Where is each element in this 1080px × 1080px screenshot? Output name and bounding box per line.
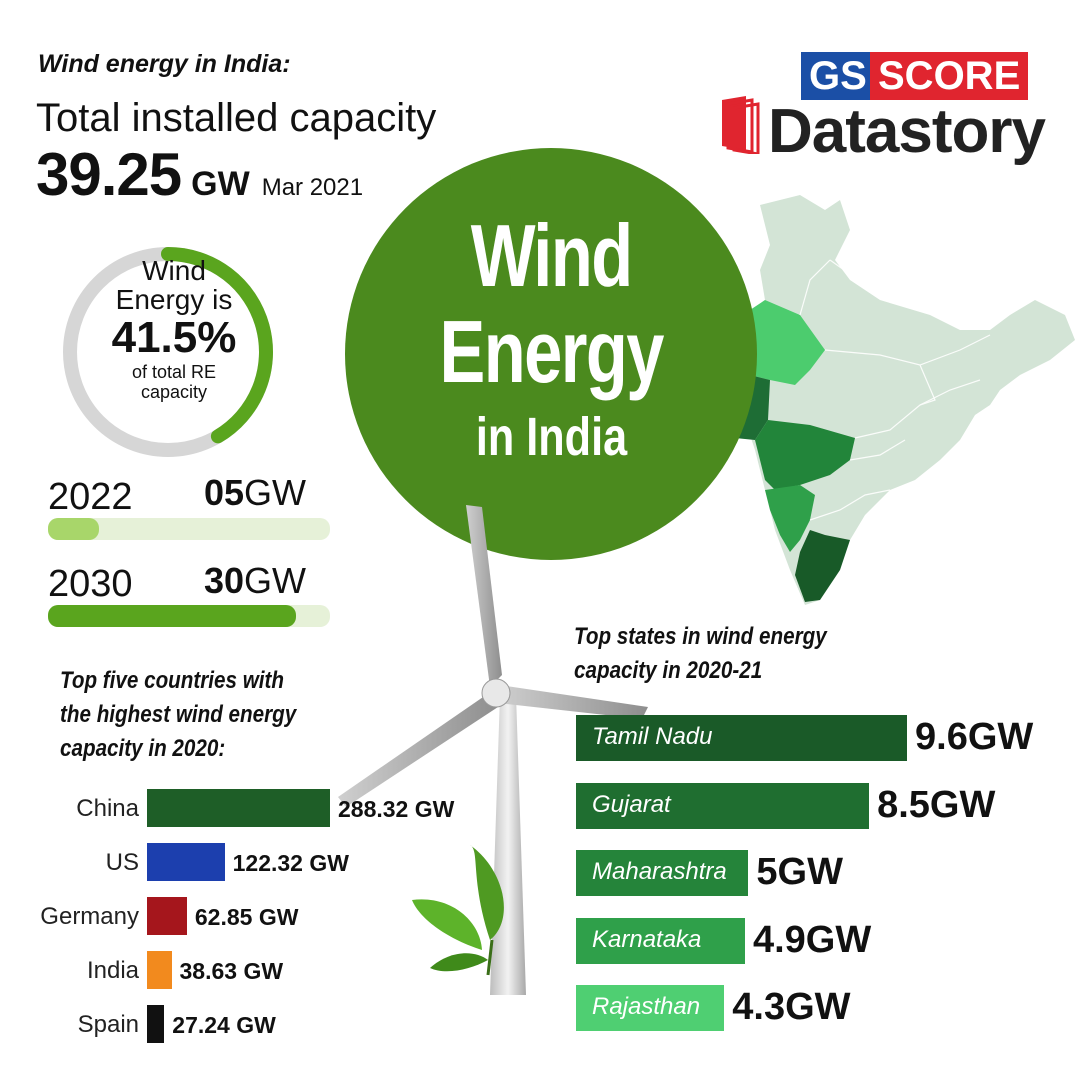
target-value-2030: 30GW — [204, 560, 307, 601]
target-year-2022: 2022 — [48, 476, 133, 518]
country-value-label: 122.32 GW — [232, 850, 349, 876]
target-year-2030: 2030 — [48, 563, 133, 605]
state-value-label: 9.6GW — [915, 716, 1034, 758]
country-label: India — [86, 957, 139, 984]
state-value-label: 5GW — [756, 851, 843, 893]
target-fill-2022 — [48, 518, 99, 540]
title-line-1: Wind — [470, 206, 633, 305]
logo-gs: GS — [801, 52, 875, 100]
state-value-label: 4.9GW — [752, 919, 872, 961]
state-value-label: 8.5GW — [877, 784, 996, 826]
target-value-2022: 05GW — [204, 472, 307, 513]
title-line-2: Energy — [439, 302, 664, 401]
state-bar: Maharashtra — [576, 850, 749, 896]
country-value-label: 27.24 GW — [172, 1012, 276, 1038]
country-value-label: 62.85 GW — [194, 904, 299, 930]
target-fill-2030 — [48, 605, 297, 627]
state-bar: Tamil Nadu — [576, 715, 907, 761]
country-bar — [147, 951, 172, 989]
leaf-icon — [412, 845, 504, 976]
capacity-value: 39.25 — [36, 141, 182, 208]
capacity-unit: GW — [191, 165, 250, 203]
countries-heading-line-2: the highest wind energy — [60, 701, 297, 728]
logo-score: SCORE — [870, 52, 1029, 100]
state-bar: Karnataka — [576, 918, 745, 964]
country-bar — [147, 897, 187, 935]
country-bar — [147, 789, 330, 827]
state-bar: Gujarat — [576, 783, 870, 829]
logo-datastory: Datastory — [768, 97, 1046, 166]
country-label: Spain — [77, 1011, 139, 1038]
state-label: Tamil Nadu — [592, 723, 713, 750]
state-label: Rajasthan — [592, 993, 701, 1020]
donut-value-arc — [161, 247, 273, 444]
donut-line-1: Wind — [142, 255, 206, 286]
country-label: US — [105, 849, 139, 876]
subtitle: Wind energy in India: — [38, 50, 291, 78]
donut-label: Wind Energy is 41.5% of total RE capacit… — [58, 256, 290, 402]
donut-line-4: capacity — [140, 382, 208, 402]
countries-heading-line-3: capacity in 2020: — [60, 735, 226, 762]
title-block: Wind Energy in India — [345, 208, 757, 474]
capacity-date: Mar 2021 — [261, 174, 364, 201]
capacity-label: Total installed capacity — [36, 96, 437, 140]
state-bar: Rajasthan — [576, 985, 725, 1031]
states-heading: Top states in wind energy capacity in 20… — [574, 620, 868, 688]
state-label: Gujarat — [592, 791, 671, 818]
country-label: Germany — [40, 903, 139, 930]
share-donut — [63, 247, 273, 457]
wind-turbine-icon — [338, 505, 648, 995]
state-label: Maharashtra — [592, 858, 727, 885]
state-value-label: 4.3GW — [732, 986, 851, 1028]
donut-line-2: Energy is — [115, 284, 233, 315]
states-heading-line-2: capacity in 2020-21 — [574, 657, 763, 684]
states-heading-line-1: Top states in wind energy — [574, 623, 827, 650]
state-label: Karnataka — [592, 926, 702, 953]
country-bar — [147, 1005, 165, 1043]
country-bar — [147, 843, 225, 881]
title-line-3: in India — [475, 407, 627, 467]
target-track-2022 — [48, 518, 330, 540]
countries-heading: Top five countries with the highest wind… — [60, 664, 335, 766]
capacity-value-row: 39.25 GW Mar 2021 — [36, 140, 364, 208]
title-circle — [345, 148, 757, 560]
country-value-label: 38.63 GW — [179, 958, 284, 984]
country-label: China — [76, 795, 139, 822]
donut-percent: 41.5% — [111, 313, 237, 362]
countries-heading-line-1: Top five countries with — [60, 667, 285, 694]
target-track-2030 — [48, 605, 330, 627]
book-logo-icon — [722, 96, 760, 154]
country-value-label: 288.32 GW — [338, 796, 455, 822]
donut-line-3: of total RE — [131, 362, 217, 382]
